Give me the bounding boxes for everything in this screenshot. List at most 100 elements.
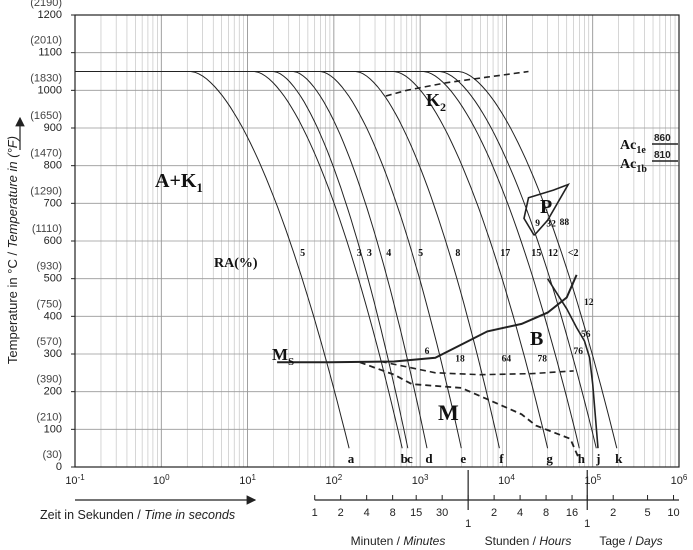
- curve-label-d: d: [425, 451, 433, 466]
- annotation-value: 64: [502, 355, 512, 365]
- x-tick-label: 103: [412, 473, 429, 487]
- secondary-tick-label-hours: 8: [543, 507, 549, 519]
- annotation-value: 9: [535, 219, 540, 229]
- y-tick-label-c: 100: [44, 423, 62, 435]
- label-k2: K2: [426, 90, 446, 114]
- annotation-value: 78: [537, 355, 547, 365]
- secondary-tick-label-minutes: 8: [390, 507, 396, 519]
- label-p: P: [540, 196, 552, 218]
- y-tick-label-c: 500: [44, 273, 62, 285]
- ra-label: RA(%): [214, 256, 258, 271]
- secondary-tick-label-days: 10: [667, 507, 679, 519]
- cooling-curve-f: [75, 71, 500, 449]
- x-axis-ticks: 10-1 100 101 102 103 104 105 106: [65, 473, 688, 487]
- y-tick-label-c: 900: [44, 122, 62, 134]
- ac-temperatures: Ac1e 860 Ac1b 810: [620, 133, 678, 175]
- secondary-axis-label-hours: Stunden / Hours: [485, 534, 572, 548]
- ra-value: 4: [386, 248, 391, 259]
- y-tick-label-f: (750): [36, 298, 62, 310]
- secondary-tick-label-minutes: 2: [338, 507, 344, 519]
- ac1e-label: Ac1e: [620, 138, 646, 156]
- ra-value: <2: [568, 248, 579, 259]
- y-tick-label-f: (2190): [30, 0, 62, 9]
- cooling-curve-k: [75, 71, 618, 449]
- cooling-curve-j: [75, 71, 597, 449]
- curve-label-c: c: [407, 451, 413, 466]
- y-tick-label-c: 600: [44, 235, 62, 247]
- grid: [75, 15, 679, 467]
- x-axis-label: Zeit in Sekunden / Time in seconds: [40, 508, 235, 522]
- y-tick-label-f: (210): [36, 411, 62, 423]
- secondary-tick-label-minutes: 4: [364, 507, 370, 519]
- x-tick-label: 106: [671, 473, 688, 487]
- y-tick-label-c: 400: [44, 310, 62, 322]
- cooling-curves: a 5 b 3 c 3 d 4 e 5 f 8 g 17 h 15 j 12 k <2: [75, 71, 623, 466]
- curve-label-h: h: [578, 451, 586, 466]
- cooling-curve-a: [75, 71, 350, 449]
- y-tick-label-c: 300: [44, 348, 62, 360]
- y-tick-label-f: (1650): [30, 110, 62, 122]
- y-tick-label-c: 800: [44, 160, 62, 172]
- cooling-curve-g: [75, 71, 549, 449]
- y-tick-label-c: 1200: [38, 9, 62, 21]
- curve-label-k: k: [615, 451, 623, 466]
- secondary-tick-label-days: 2: [610, 507, 616, 519]
- pearlite-region: [523, 182, 571, 236]
- y-tick-label-f: (1470): [30, 148, 62, 160]
- label-a-k1: A+K1: [155, 170, 203, 195]
- y-tick-label-c: 1100: [38, 47, 62, 59]
- ac1b-value: 810: [654, 150, 671, 161]
- y-tick-label-f: (390): [36, 374, 62, 386]
- x-tick-label: 101: [239, 473, 256, 487]
- annotation-value: 18: [455, 355, 465, 365]
- y-tick-label-c: 0: [56, 461, 62, 473]
- secondary-divider-label: 1: [465, 518, 471, 530]
- curve-label-b: b: [401, 451, 408, 466]
- transformation-boundaries: [277, 70, 599, 460]
- y-axis-label: Temperature in °C / Temperature in (°F): [5, 136, 20, 364]
- curve-label-f: f: [499, 451, 504, 466]
- secondary-time-axes: 1 2 4 8 15 30 Minuten / Minutes 2 4 8 16 Stunden / …: [312, 470, 680, 548]
- annotation-value: 32: [546, 220, 556, 230]
- y-tick-label-c: 200: [44, 386, 62, 398]
- y-tick-label-c: 700: [44, 197, 62, 209]
- phase-labels: A+K1 K2 P B M MS RA(%): [155, 90, 552, 425]
- bainite-boundary: [546, 278, 599, 449]
- x-tick-label: 104: [498, 473, 515, 487]
- y-axis-ticks: 0(30) 100(210) 200(390) 300(570) 400(750) 500…: [30, 0, 75, 473]
- ra-value: 15: [531, 248, 541, 259]
- mf-dashed-line: [359, 361, 581, 460]
- ms-line: [277, 274, 578, 364]
- secondary-axis-label-minutes: Minuten / Minutes: [351, 534, 446, 548]
- annotation-value: 76: [574, 347, 584, 357]
- secondary-tick-label-hours: 16: [566, 507, 578, 519]
- y-tick-label-f: (1830): [30, 72, 62, 84]
- ac1b-label: Ac1b: [620, 157, 647, 175]
- secondary-tick-label-hours: 4: [517, 507, 523, 519]
- y-tick-label-f: (570): [36, 336, 62, 348]
- y-tick-label-c: 1000: [38, 84, 62, 96]
- ra-value: 5: [300, 248, 305, 259]
- x-tick-label: 102: [326, 473, 343, 487]
- secondary-tick-label-minutes: 30: [436, 507, 448, 519]
- ra-value: 12: [548, 248, 558, 259]
- y-tick-label-f: (1110): [32, 223, 62, 235]
- label-b: B: [530, 328, 543, 350]
- ac1e-value: 860: [654, 133, 671, 144]
- ra-value: 3: [367, 248, 372, 259]
- y-tick-label-f: (1290): [30, 185, 62, 197]
- cooling-curve-e: [75, 71, 462, 449]
- secondary-tick-label-minutes: 15: [410, 507, 422, 519]
- cooling-curve-c: [75, 71, 409, 449]
- x-tick-label: 100: [153, 473, 170, 487]
- y-tick-label-f: (930): [36, 261, 62, 273]
- secondary-divider-label: 1: [584, 518, 590, 530]
- annotation-value: 88: [560, 218, 570, 228]
- cooling-curve-h: [75, 71, 580, 449]
- cooling-curve-b: [75, 71, 403, 449]
- x-tick-label: 10-1: [65, 473, 85, 487]
- secondary-axis-label-days: Tage / Days: [599, 534, 662, 548]
- curve-label-a: a: [348, 451, 355, 466]
- curve-label-j: j: [595, 451, 600, 466]
